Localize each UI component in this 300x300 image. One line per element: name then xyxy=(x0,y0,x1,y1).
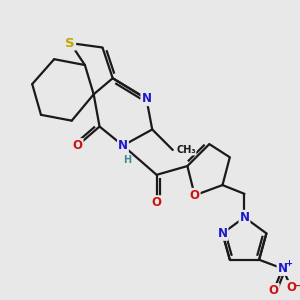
Text: O: O xyxy=(269,284,279,297)
Text: O: O xyxy=(73,139,82,152)
Text: −: − xyxy=(294,281,300,291)
Text: N: N xyxy=(218,227,227,240)
Text: O: O xyxy=(286,281,296,294)
Text: +: + xyxy=(286,259,292,268)
Text: H: H xyxy=(123,155,131,165)
Text: N: N xyxy=(278,262,287,275)
Text: N: N xyxy=(118,139,128,152)
Text: O: O xyxy=(152,196,162,209)
Text: O: O xyxy=(190,189,200,202)
Text: S: S xyxy=(65,37,75,50)
Text: N: N xyxy=(141,92,152,105)
Text: N: N xyxy=(239,211,250,224)
Text: CH₃: CH₃ xyxy=(176,145,196,155)
